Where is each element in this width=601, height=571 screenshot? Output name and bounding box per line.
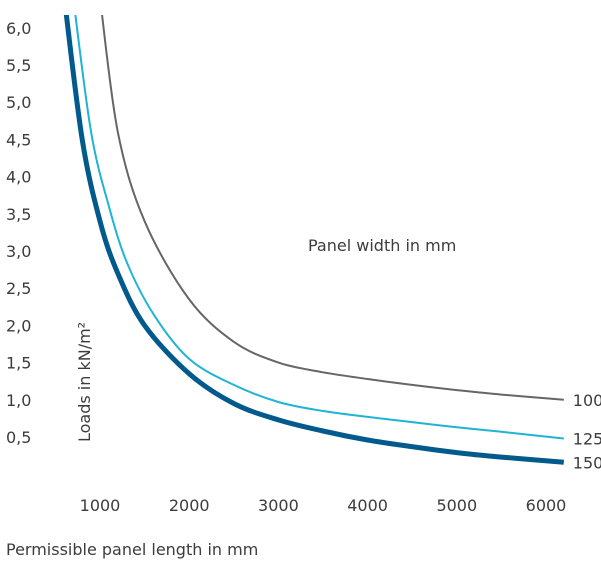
y-tick-label: 3,5	[6, 205, 31, 224]
y-tick-label: 1,0	[6, 391, 31, 410]
y-tick-label: 3,0	[6, 242, 31, 261]
y-tick-label: 6,0	[6, 19, 31, 38]
y-tick-label: 2,5	[6, 279, 31, 298]
y-tick-label: 0,5	[6, 428, 31, 447]
series-line-1250	[74, 15, 564, 440]
y-tick-label: 4,5	[6, 130, 31, 149]
series-line-1500	[63, 15, 565, 465]
y-axis-ticks: 0,5 1,0 1,5 2,0 2,5 3,0 3,5 4,0 4,5 5,0 5,5 6,0	[6, 19, 31, 447]
y-tick-label: 4,0	[6, 168, 31, 187]
x-axis-label: Permissible panel length in mm	[6, 540, 259, 559]
x-tick-label: 5000	[436, 496, 477, 515]
legend-title: Panel width in mm	[308, 236, 456, 255]
y-axis-label: Loads in kN/m²	[75, 322, 94, 442]
y-tick-label: 5,5	[6, 56, 31, 75]
x-tick-label: 3000	[258, 496, 299, 515]
series-label-1500: 1500	[573, 453, 601, 472]
series-label-1000: 1000	[573, 391, 601, 410]
x-tick-label: 4000	[347, 496, 388, 515]
y-tick-label: 2,0	[6, 316, 31, 335]
series-label-1250: 1250	[573, 430, 601, 449]
series-line-1000	[101, 15, 564, 401]
series-labels: 1000 1250 1500	[573, 391, 601, 473]
x-tick-label: 2000	[169, 496, 210, 515]
series-lines	[63, 15, 565, 465]
x-tick-label: 1000	[80, 496, 121, 515]
x-tick-label: 6000	[526, 496, 567, 515]
x-axis-ticks: 1000 2000 3000 4000 5000 6000	[80, 496, 567, 515]
y-tick-label: 1,5	[6, 354, 31, 373]
y-tick-label: 5,0	[6, 93, 31, 112]
